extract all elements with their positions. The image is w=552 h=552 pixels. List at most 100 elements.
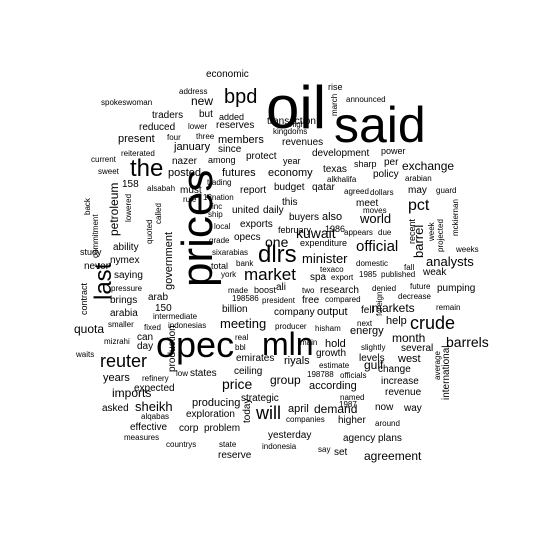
word-domestic: domestic (356, 259, 389, 268)
word-change: change (378, 364, 411, 375)
word-protect: protect (246, 151, 277, 162)
word-kingdoms: kingdoms (273, 127, 308, 136)
word-boost: boost (254, 285, 277, 295)
word-back: back (83, 198, 92, 215)
word-recent: recent (407, 218, 417, 244)
word-ali: ali (276, 282, 287, 293)
word-higher: higher (338, 415, 366, 426)
word-budget: budget (274, 182, 305, 193)
word-weak: weak (423, 267, 447, 278)
word-must: must (180, 185, 202, 196)
word-help: help (386, 315, 407, 327)
word-150: 150 (155, 303, 172, 314)
word-arabia: arabia (110, 308, 138, 319)
word-posted: posted (168, 167, 202, 179)
word-arabian: arabian (405, 174, 432, 183)
word-day: day (137, 341, 154, 352)
word-petroleum: petroleum (107, 182, 121, 236)
word-will: will (256, 403, 281, 423)
word-due: due (378, 228, 392, 237)
word-sixarabias: sixarabias (212, 248, 249, 257)
word-agreement: agreement (364, 449, 422, 463)
word-foreign: foreign (375, 291, 384, 316)
word-york: york (221, 270, 237, 279)
word-research: research (320, 285, 359, 296)
word-problem: problem (204, 423, 241, 434)
word-per: per (384, 157, 399, 168)
word-158: 158 (122, 179, 139, 190)
word-power: power (381, 146, 406, 156)
word-bbl: bbl (235, 343, 246, 352)
word-low: low (176, 369, 189, 378)
word-dlrs: dlrs (258, 241, 297, 268)
word-high: high (290, 120, 306, 129)
word-march: march (330, 93, 339, 116)
word-government: government (163, 231, 175, 290)
word-april: april (288, 403, 309, 415)
word-economic: economic (206, 69, 249, 80)
word-year: year (283, 156, 301, 166)
word-strategic: strategic (241, 393, 279, 404)
word-ship: ship (208, 210, 223, 219)
word-lowered: lowered (124, 193, 133, 222)
word-said: said (334, 97, 426, 153)
word-this: this (282, 197, 298, 208)
word-january: january (174, 141, 211, 153)
word-say: say (318, 445, 331, 454)
word-imports: imports (112, 386, 152, 400)
word-compared: compared (325, 295, 361, 304)
word-published: published (381, 270, 416, 279)
word-yesterday: yesterday (268, 430, 312, 441)
word-remain: remain (436, 303, 461, 312)
word-named: named (340, 393, 365, 402)
word-countrys: countrys (166, 440, 197, 449)
word-market: market (244, 265, 296, 284)
word-address: address (179, 87, 208, 96)
word-never: never (84, 261, 110, 272)
word-rise: rise (328, 82, 343, 92)
word-years: years (103, 372, 130, 384)
word-crude: crude (410, 313, 456, 333)
word-fell: fell (361, 305, 374, 316)
word-three: three (196, 132, 215, 141)
word-way: way (404, 403, 422, 414)
word-mizrahi: mizrahi (104, 337, 130, 346)
word-plans: plans (378, 433, 402, 444)
word-states: states (190, 368, 217, 379)
word-billion: billion (222, 304, 248, 315)
word-producing: producing (192, 397, 241, 409)
word-mckiernan: mckiernan (451, 199, 460, 236)
word-agency: agency (343, 433, 376, 444)
word-alsabah: alsabah (147, 184, 176, 193)
word-mln: mln (262, 326, 314, 362)
word-exports: exports (240, 219, 273, 230)
word-expenditure: expenditure (300, 238, 348, 248)
word-spa: spa (310, 272, 327, 283)
word-sweet: sweet (98, 167, 119, 176)
word-state: state (219, 440, 237, 449)
word-bpd: bpd (224, 86, 258, 108)
word-inc: inc (212, 202, 223, 211)
word-according: according (309, 380, 357, 392)
word-company: company (274, 307, 315, 318)
word-called: called (154, 203, 163, 224)
word-demand: demand (314, 402, 358, 416)
word-world: world (360, 211, 392, 226)
word-moves: moves (363, 206, 387, 215)
word-nazer: nazer (172, 156, 198, 167)
word-pumping: pumping (437, 283, 476, 294)
word-two: two (302, 286, 315, 295)
word-month: month (392, 331, 426, 345)
word-ability: ability (113, 242, 139, 253)
word-average: average (433, 351, 442, 380)
word-198586: 198586 (232, 294, 259, 303)
word-brings: brings (110, 295, 138, 306)
word-real: real (235, 333, 249, 342)
word-nymex: nymex (110, 255, 140, 266)
word-projected: projected (436, 219, 445, 252)
word-the: the (130, 155, 164, 182)
word-meeting: meeting (220, 316, 267, 331)
word-commitment: commitment (91, 214, 100, 258)
word-smaller: smaller (108, 320, 134, 329)
word-decrease: decrease (398, 292, 431, 301)
